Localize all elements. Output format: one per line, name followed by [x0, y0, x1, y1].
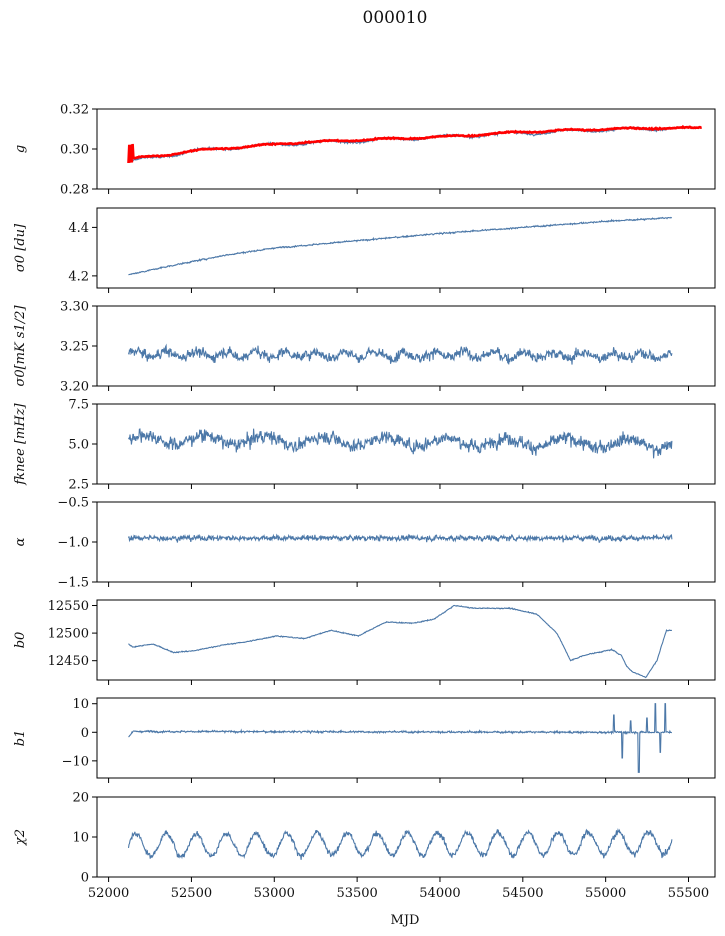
x-axis-label: MJD [391, 913, 420, 928]
y-tick-label: 2.5 [68, 478, 89, 493]
series-line [128, 428, 673, 459]
x-tick-label: 55000 [585, 886, 626, 901]
panels: 0.28 0.30 0.32 g 4.2 4.4 σ0 [du] 3.20 3.25 3.30 σ0… [13, 103, 716, 901]
plot-frame [96, 207, 716, 289]
y-tick-label: 7.5 [68, 398, 89, 413]
series-line [128, 216, 673, 276]
y-tick-label: 12500 [48, 627, 89, 642]
y-tick-label: 4.2 [68, 269, 89, 284]
x-tick-label: 52000 [88, 886, 129, 901]
plot-frame [96, 108, 716, 190]
panel-6: 12450 12500 12550 b0 [13, 599, 716, 685]
y-axis-label: b0 [13, 632, 28, 649]
series-line [128, 604, 673, 679]
figure-title: 000010 [363, 8, 428, 28]
series-line [127, 343, 673, 365]
panel-3: 3.20 3.25 3.30 σ0[mK s1/2] [13, 300, 716, 395]
panel-8: 0 10 20 52000 52500 53000 53500 54000 54500 55000… [13, 791, 716, 901]
plot-frame [96, 403, 716, 485]
panel-4: 2.5 5.0 7.5 fknee [mHz] [13, 398, 716, 493]
y-tick-label: 10 [72, 831, 89, 846]
y-axis-label: α [13, 537, 28, 546]
series-line [128, 126, 673, 163]
panel-1: 0.28 0.30 0.32 g [13, 103, 716, 198]
x-tick-label: 52500 [171, 886, 212, 901]
series-line [128, 703, 672, 773]
x-tick-label: 53000 [254, 886, 295, 901]
plot-frame [96, 697, 716, 779]
y-tick-label: −1.0 [57, 536, 89, 551]
y-tick-label: 0.30 [60, 143, 89, 158]
y-axis-label: fknee [mHz] [13, 402, 28, 485]
y-tick-label: 0 [81, 871, 89, 886]
x-tick-label: 54000 [419, 886, 460, 901]
y-tick-label: 0.28 [60, 183, 89, 198]
y-axis-label: σ0 [du] [13, 223, 28, 272]
y-tick-label: 12550 [48, 599, 89, 614]
y-tick-label: 12450 [48, 654, 89, 669]
y-tick-label: −0.5 [57, 496, 89, 511]
model-line [127, 124, 702, 164]
series-line [127, 533, 673, 544]
y-tick-label: 0.32 [60, 103, 89, 118]
y-tick-label: −10 [62, 754, 89, 769]
y-tick-label: 3.20 [60, 380, 89, 395]
y-axis-label: χ2 [13, 829, 28, 846]
plot-frame [96, 501, 716, 583]
y-tick-label: −1.5 [57, 576, 89, 591]
y-axis-label: σ0[mK s1/2] [13, 305, 28, 387]
y-tick-label: 20 [72, 791, 89, 806]
x-tick-label: 54500 [502, 886, 543, 901]
panel-5: −1.5 −1.0 −0.5 α [13, 496, 716, 591]
plot-frame [96, 599, 716, 681]
panel-2: 4.2 4.4 σ0 [du] [13, 207, 716, 293]
y-tick-label: 5.0 [68, 438, 89, 453]
y-tick-label: 4.4 [68, 221, 89, 236]
y-tick-label: 0 [81, 726, 89, 741]
y-axis-label: g [13, 145, 28, 153]
y-tick-label: 10 [72, 697, 89, 712]
y-tick-label: 3.25 [60, 340, 89, 355]
panel-7: −10 0 10 b1 [13, 697, 716, 783]
series-line [127, 828, 673, 860]
y-axis-label: b1 [13, 730, 28, 747]
x-tick-label: 55500 [668, 886, 709, 901]
plot-frame [96, 305, 716, 387]
x-tick-label: 53500 [336, 886, 377, 901]
y-tick-label: 3.30 [60, 300, 89, 315]
